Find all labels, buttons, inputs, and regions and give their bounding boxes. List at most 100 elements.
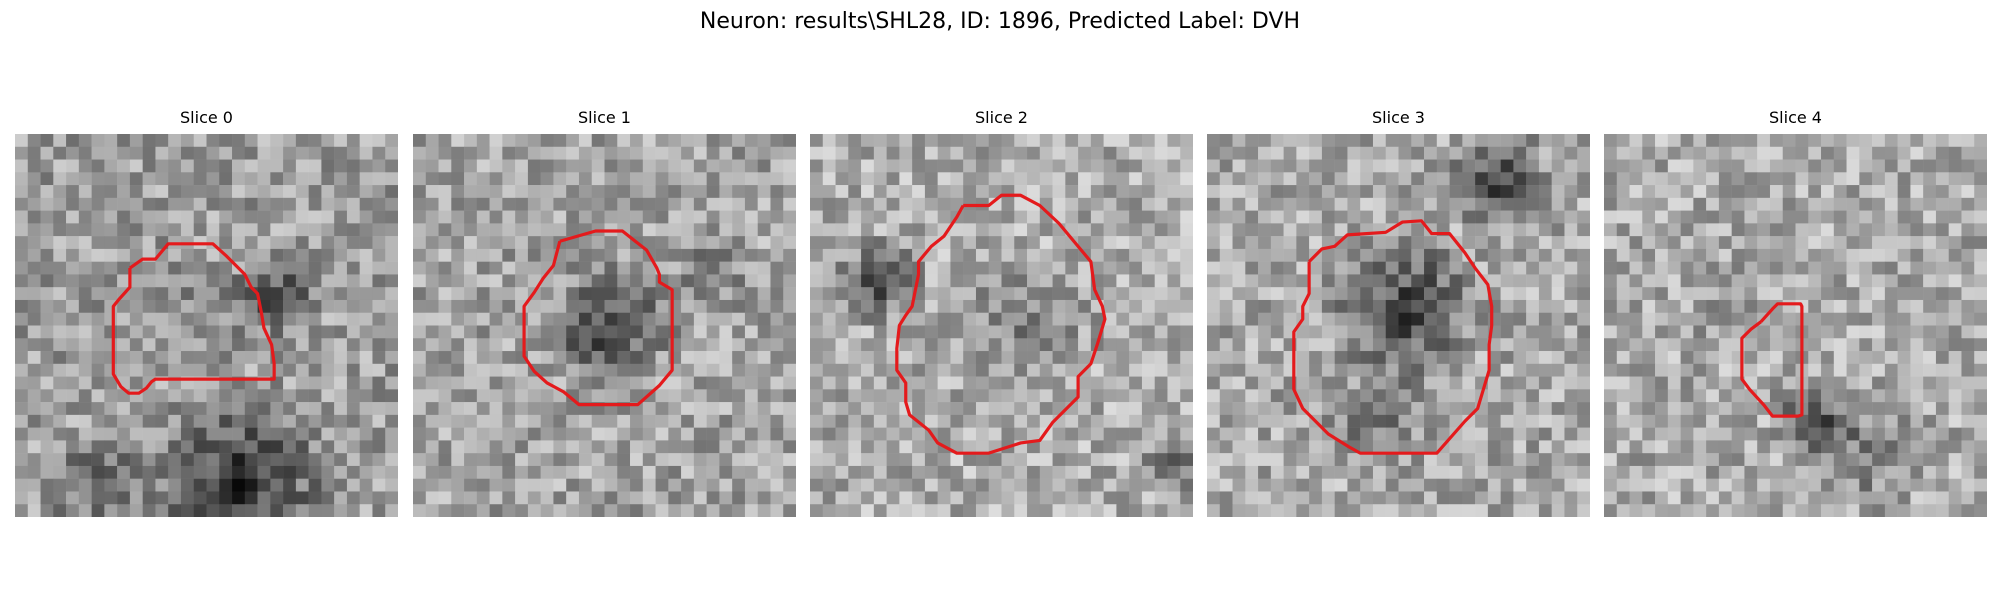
pixel [899, 363, 913, 377]
pixel [963, 248, 977, 262]
pixel [180, 504, 194, 517]
pixel [1897, 210, 1911, 224]
pixel [886, 376, 900, 390]
pixel [308, 210, 322, 224]
pixel [502, 236, 516, 250]
pixel [1564, 274, 1578, 288]
pixel [1245, 376, 1259, 390]
pixel [693, 134, 707, 148]
pixel [91, 465, 105, 479]
pixel [270, 465, 284, 479]
pixel [53, 299, 67, 313]
pixel [642, 185, 656, 199]
pixel [53, 440, 67, 454]
pixel [1923, 236, 1937, 250]
pixel [1347, 185, 1361, 199]
pixel [1616, 389, 1630, 403]
pixel [53, 185, 67, 199]
pixel [1604, 363, 1618, 377]
pixel [1487, 363, 1501, 377]
pixel [706, 299, 720, 313]
pixel [464, 338, 478, 352]
pixel [1526, 389, 1540, 403]
pixel [168, 351, 182, 365]
pixel [1680, 159, 1694, 173]
pixel [1232, 351, 1246, 365]
pixel [1577, 274, 1590, 288]
pixel [451, 338, 465, 352]
pixel [232, 351, 246, 365]
pixel [1782, 146, 1796, 160]
pixel [1103, 274, 1117, 288]
pixel [1538, 325, 1552, 339]
pixel [822, 402, 836, 416]
pixel [244, 185, 258, 199]
pixel [1821, 389, 1835, 403]
pixel [1078, 389, 1092, 403]
pixel [270, 159, 284, 173]
pixel [1167, 389, 1181, 403]
pixel [937, 376, 951, 390]
pixel [1884, 427, 1898, 441]
pixel [1462, 414, 1476, 428]
pixel [719, 491, 733, 505]
pixel [1167, 414, 1181, 428]
pixel [861, 478, 875, 492]
pixel [1935, 427, 1949, 441]
pixel [732, 402, 746, 416]
pixel [950, 172, 964, 186]
pixel [1154, 236, 1168, 250]
pixel [66, 363, 80, 377]
pixel [655, 402, 669, 416]
pixel [1001, 427, 1015, 441]
pixel [1027, 427, 1041, 441]
pixel [1718, 236, 1732, 250]
pixel [372, 325, 386, 339]
pixel [719, 338, 733, 352]
pixel [425, 478, 439, 492]
pixel [1258, 402, 1272, 416]
pixel [66, 210, 80, 224]
pixel [1769, 197, 1783, 211]
pixel [566, 338, 580, 352]
pixel [1577, 414, 1590, 428]
pixel [283, 465, 297, 479]
pixel [706, 325, 720, 339]
pixel [1859, 465, 1873, 479]
pixel [40, 338, 54, 352]
pixel [540, 146, 554, 160]
pixel [1258, 146, 1272, 160]
pixel [1629, 427, 1643, 441]
pixel [1551, 146, 1565, 160]
pixel [540, 223, 554, 237]
pixel [1309, 172, 1323, 186]
pixel [668, 427, 682, 441]
pixel [553, 414, 567, 428]
pixel [1833, 261, 1847, 275]
pixel [1207, 274, 1221, 288]
pixel [1129, 299, 1143, 313]
pixel [334, 338, 348, 352]
pixel [502, 223, 516, 237]
pixel [1833, 287, 1847, 301]
pixel [1667, 236, 1681, 250]
pixel [630, 453, 644, 467]
pixel [15, 453, 29, 467]
pixel [244, 453, 258, 467]
pixel [168, 159, 182, 173]
pixel [1129, 197, 1143, 211]
pixel [822, 210, 836, 224]
pixel [757, 248, 771, 262]
pixel [540, 185, 554, 199]
pixel [924, 185, 938, 199]
pixel [438, 504, 452, 517]
pixel [1270, 185, 1284, 199]
pixel [15, 146, 29, 160]
pixel [1014, 146, 1028, 160]
pixel [1462, 274, 1476, 288]
pixel [295, 261, 309, 275]
pixel [1859, 402, 1873, 416]
pixel [988, 261, 1002, 275]
pixel [1141, 185, 1155, 199]
pixel [168, 287, 182, 301]
